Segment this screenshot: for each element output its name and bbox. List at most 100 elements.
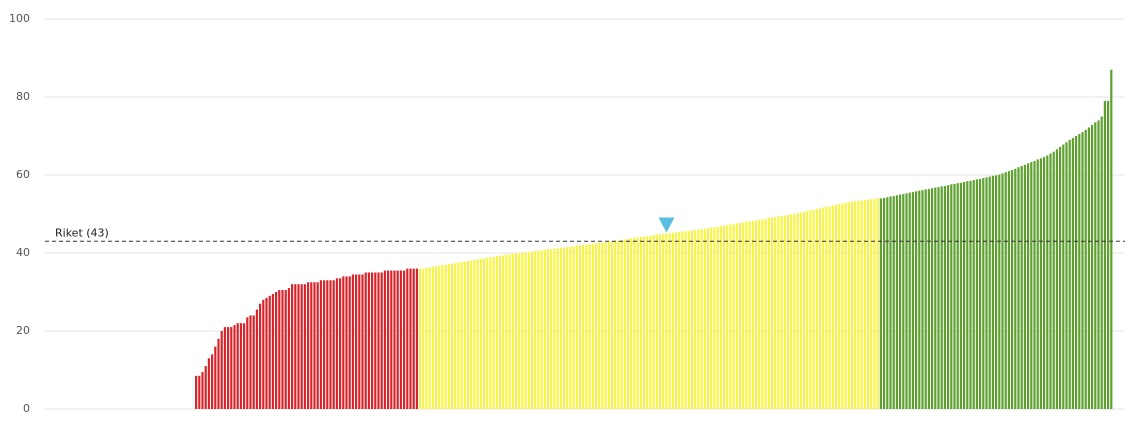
bar <box>422 268 425 409</box>
bar <box>1094 122 1097 409</box>
bar <box>537 250 540 409</box>
bar <box>1052 151 1055 409</box>
bar <box>889 196 892 409</box>
bar <box>479 258 482 409</box>
bar <box>563 247 566 409</box>
bar <box>697 229 700 409</box>
bar <box>547 249 550 409</box>
bar <box>345 276 348 409</box>
bar <box>572 246 575 409</box>
bar <box>579 245 582 409</box>
bar <box>953 183 956 409</box>
bar <box>1020 166 1023 409</box>
bar <box>742 222 745 409</box>
bar <box>790 214 793 409</box>
bar <box>876 198 879 409</box>
bar <box>233 325 236 409</box>
bar <box>249 315 252 409</box>
bar <box>755 220 758 409</box>
bar <box>847 202 850 409</box>
bar <box>387 270 390 409</box>
bar <box>329 280 332 409</box>
bar <box>591 243 594 409</box>
bar <box>319 280 322 409</box>
bar <box>268 295 271 409</box>
bar <box>278 290 281 409</box>
bar <box>1071 137 1074 409</box>
bar <box>220 331 223 409</box>
bar <box>857 200 860 409</box>
bar <box>1039 158 1042 409</box>
bar <box>515 253 518 409</box>
bar <box>355 274 358 409</box>
bar <box>873 198 876 409</box>
bar <box>230 327 233 409</box>
bar <box>342 276 345 409</box>
bar <box>707 228 710 409</box>
bar <box>223 327 226 409</box>
bar <box>207 358 210 409</box>
bar <box>419 268 422 409</box>
bar <box>310 282 313 409</box>
bar <box>415 268 418 409</box>
bar <box>716 226 719 409</box>
bar <box>297 284 300 409</box>
bar <box>963 182 966 409</box>
bar <box>275 292 278 409</box>
bar <box>924 189 927 409</box>
bar <box>915 191 918 409</box>
bar <box>636 237 639 409</box>
bar <box>390 270 393 409</box>
bar <box>774 217 777 409</box>
bar <box>703 228 706 409</box>
bar <box>655 234 658 409</box>
bar <box>473 260 476 409</box>
bar <box>441 265 444 409</box>
bar <box>985 177 988 409</box>
bar <box>252 315 255 409</box>
bar <box>406 268 409 409</box>
bar <box>969 180 972 409</box>
bar <box>780 215 783 409</box>
bar <box>1081 132 1084 409</box>
bar <box>307 282 310 409</box>
bar <box>998 174 1001 409</box>
bar <box>217 338 220 409</box>
y-tick-label: 0 <box>23 402 30 415</box>
bar <box>463 261 466 409</box>
bar <box>569 246 572 409</box>
bar <box>735 223 738 409</box>
bar <box>287 288 290 409</box>
bar <box>364 272 367 409</box>
bar <box>899 194 902 409</box>
bar <box>630 238 633 409</box>
bar <box>988 176 991 409</box>
bar <box>809 210 812 409</box>
bar <box>796 213 799 409</box>
bar <box>947 185 950 409</box>
bar <box>831 205 834 409</box>
bar <box>665 233 668 409</box>
y-tick-label: 60 <box>16 168 30 181</box>
bar <box>527 252 530 409</box>
bar <box>454 263 457 409</box>
bar <box>841 203 844 409</box>
bar <box>687 230 690 409</box>
bar <box>812 209 815 409</box>
bar <box>358 274 361 409</box>
bar <box>486 257 489 409</box>
bar <box>198 375 201 409</box>
bar <box>879 198 882 409</box>
bar <box>892 196 895 409</box>
bar <box>211 354 214 409</box>
bar <box>675 232 678 409</box>
bar <box>659 234 662 409</box>
bar <box>652 235 655 409</box>
bar <box>806 210 809 409</box>
bar <box>246 317 249 409</box>
bar <box>905 193 908 409</box>
bar <box>633 237 636 409</box>
bar <box>543 249 546 409</box>
bar <box>604 242 607 409</box>
bar <box>822 207 825 409</box>
